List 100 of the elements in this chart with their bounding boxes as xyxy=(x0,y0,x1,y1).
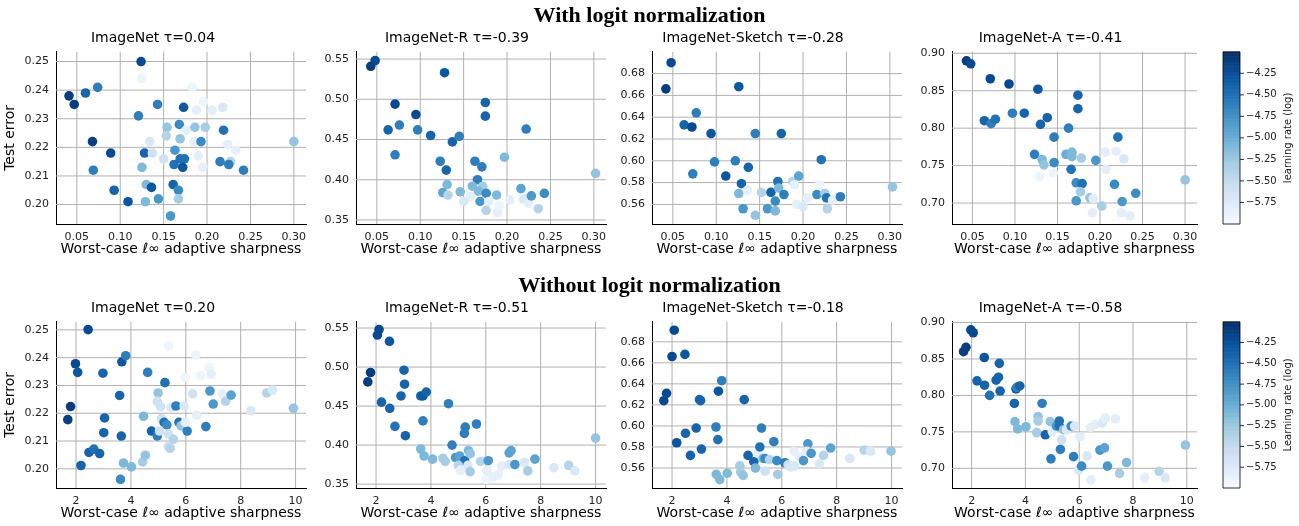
point xyxy=(769,436,779,447)
color-bar-label: −4.75 xyxy=(1246,377,1277,389)
chart-title: ImageNet-A τ=-0.58 xyxy=(978,299,1123,316)
point xyxy=(365,367,376,378)
point xyxy=(1056,435,1067,445)
point xyxy=(455,465,466,475)
y-tick-label: 0.80 xyxy=(920,121,945,135)
point xyxy=(1046,454,1056,464)
point xyxy=(1087,207,1098,218)
point xyxy=(105,148,116,158)
point xyxy=(716,375,727,386)
point xyxy=(738,203,748,214)
point xyxy=(139,148,150,158)
point xyxy=(1076,153,1087,163)
point xyxy=(207,105,218,115)
point xyxy=(168,179,178,190)
y-tick-label: 0.66 xyxy=(620,88,645,102)
point xyxy=(661,388,672,399)
point xyxy=(793,171,804,181)
point xyxy=(1110,413,1121,424)
point xyxy=(484,196,494,207)
point xyxy=(1111,146,1121,157)
point xyxy=(762,203,773,214)
y-tick-label: 0.20 xyxy=(24,461,49,475)
point xyxy=(123,196,133,207)
y-tick-label: 0.60 xyxy=(620,418,645,432)
point xyxy=(772,469,783,480)
point xyxy=(1073,103,1083,114)
point xyxy=(187,82,198,93)
point xyxy=(161,131,172,141)
point xyxy=(671,437,682,448)
y-tick-label: 0.75 xyxy=(920,158,945,172)
point xyxy=(666,57,676,68)
y-tick-label: 0.62 xyxy=(620,397,645,411)
point xyxy=(425,130,436,141)
point xyxy=(972,376,982,386)
point xyxy=(1049,132,1059,142)
y-tick-label: 0.25 xyxy=(24,322,49,336)
y-tick-label: 0.80 xyxy=(920,388,945,402)
point xyxy=(526,191,537,201)
point xyxy=(370,55,380,66)
point xyxy=(1140,473,1150,483)
chart-title: ImageNet-Sketch τ=-0.28 xyxy=(662,29,844,46)
y-tick-label: 0.22 xyxy=(24,140,49,154)
point xyxy=(147,148,158,158)
point xyxy=(1121,457,1132,468)
point xyxy=(743,450,753,461)
point xyxy=(173,194,184,204)
point xyxy=(822,203,833,214)
point xyxy=(734,188,744,199)
point xyxy=(865,446,876,456)
point xyxy=(447,440,457,450)
chart-title: ImageNet-R τ=-0.51 xyxy=(384,299,530,316)
point xyxy=(87,136,98,147)
point xyxy=(190,122,200,133)
point xyxy=(994,358,1005,369)
y-tick-label: 0.64 xyxy=(620,110,645,124)
point xyxy=(427,454,438,464)
point xyxy=(1102,461,1113,471)
point xyxy=(569,466,580,476)
chart-title: ImageNet-Sketch τ=-0.18 xyxy=(662,299,844,316)
point xyxy=(1130,188,1141,199)
point xyxy=(510,459,520,470)
point xyxy=(816,154,827,165)
point xyxy=(1086,475,1096,485)
point xyxy=(144,136,155,147)
point xyxy=(384,403,395,414)
text: Without logit normalization xyxy=(517,272,782,298)
point xyxy=(441,165,452,175)
y-tick-label: 0.45 xyxy=(324,132,349,146)
point xyxy=(691,423,701,433)
y-tick-label: 0.23 xyxy=(24,111,49,125)
y-tick-label: 0.56 xyxy=(620,460,645,474)
point xyxy=(455,187,465,197)
point xyxy=(289,136,299,147)
y-tick-label: 0.90 xyxy=(920,315,945,329)
point xyxy=(756,423,767,433)
color-bar-label: −4.25 xyxy=(1246,66,1277,78)
point xyxy=(400,430,411,441)
point xyxy=(442,179,452,190)
point xyxy=(1031,427,1042,438)
chart-title: ImageNet τ=0.04 xyxy=(90,29,216,46)
point xyxy=(734,81,744,92)
point xyxy=(1033,416,1043,426)
y-axis-title: Test error xyxy=(1,371,18,439)
point xyxy=(458,196,469,207)
point xyxy=(390,421,400,432)
point xyxy=(1066,164,1076,175)
point xyxy=(1100,147,1110,157)
point xyxy=(175,133,185,144)
y-tick-label: 0.45 xyxy=(324,398,349,412)
y-tick-label: 0.22 xyxy=(24,406,49,420)
y-tick-label: 0.58 xyxy=(620,175,645,189)
y-tick-label: 0.90 xyxy=(920,46,945,60)
point xyxy=(178,102,189,113)
y-axis-title: Test error xyxy=(1,104,18,172)
point xyxy=(1109,179,1120,190)
point xyxy=(465,191,476,202)
y-tick-label: 0.70 xyxy=(920,461,945,475)
y-tick-label: 0.50 xyxy=(324,359,349,373)
